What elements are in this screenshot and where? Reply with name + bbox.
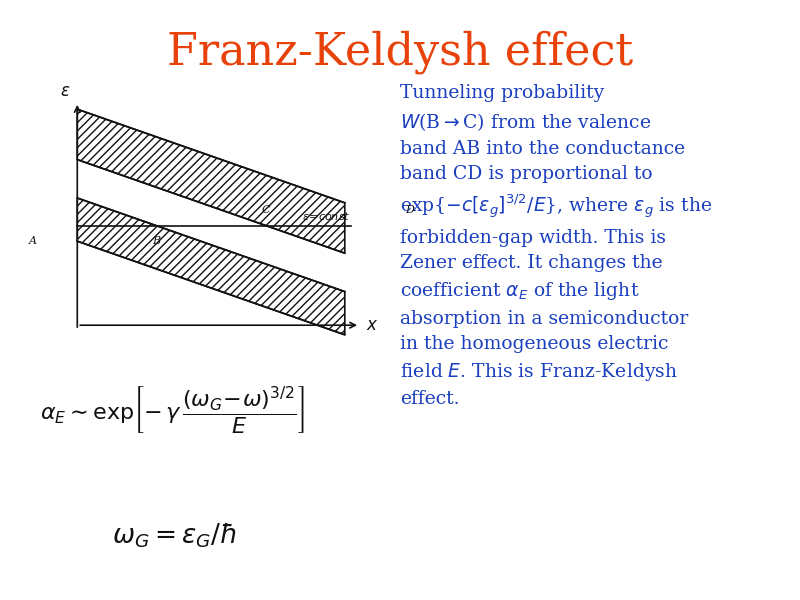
Text: D: D — [406, 205, 414, 215]
Text: Tunneling probability
$W$(B$\rightarrow$C) from the valence
band AB into the con: Tunneling probability $W$(B$\rightarrow$… — [400, 84, 712, 409]
Text: A: A — [29, 236, 37, 247]
Text: $\alpha_E \sim \exp\!\left[-\,\gamma\,\dfrac{(\omega_G\!-\!\omega)^{3/2}}{E}\rig: $\alpha_E \sim \exp\!\left[-\,\gamma\,\d… — [40, 384, 305, 435]
Text: $\omega_G = \varepsilon_G/\hbar$: $\omega_G = \varepsilon_G/\hbar$ — [112, 522, 237, 551]
Text: $x$: $x$ — [366, 317, 378, 334]
Text: C: C — [262, 205, 270, 215]
Text: $\varepsilon\!=\!const$: $\varepsilon\!=\!const$ — [302, 210, 351, 222]
Text: B: B — [152, 236, 160, 247]
Text: Franz-Keldysh effect: Franz-Keldysh effect — [167, 30, 633, 74]
Text: $\varepsilon$: $\varepsilon$ — [60, 83, 70, 100]
Polygon shape — [78, 198, 345, 335]
Polygon shape — [78, 109, 345, 253]
